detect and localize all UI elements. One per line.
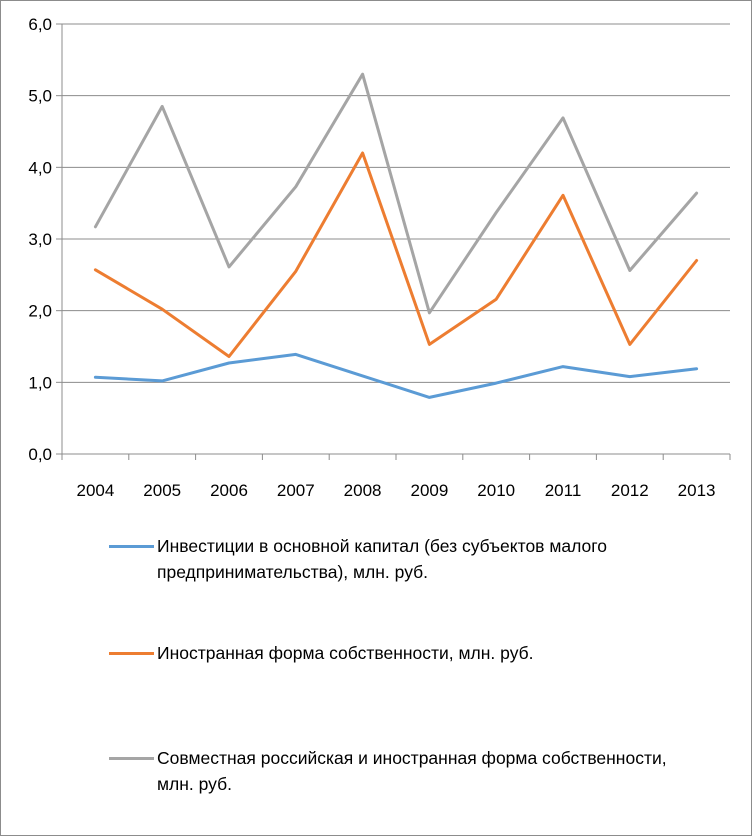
series-line-1 bbox=[93, 151, 699, 358]
y-tick-label: 1,0 bbox=[28, 373, 52, 392]
x-tick-label: 2009 bbox=[410, 481, 448, 500]
legend-item-foreign: Иностранная форма собственности, млн. ру… bbox=[109, 640, 534, 666]
legend-item-investments: Инвестиции в основной капитал (без субъе… bbox=[109, 533, 669, 585]
grid-lines bbox=[62, 23, 730, 383]
x-tick-label: 2007 bbox=[277, 481, 315, 500]
x-tick-label: 2011 bbox=[545, 481, 582, 500]
series-lines bbox=[93, 72, 699, 399]
x-tick-label: 2008 bbox=[344, 481, 382, 500]
x-tick-label: 2013 bbox=[678, 481, 716, 500]
y-tick-label: 6,0 bbox=[28, 15, 52, 34]
x-tick-label: 2004 bbox=[76, 481, 114, 500]
x-tick-label: 2006 bbox=[210, 481, 248, 500]
legend-swatch-foreign bbox=[109, 652, 154, 655]
series-line-2 bbox=[93, 72, 699, 315]
legend-label-investments: Инвестиции в основной капитал (без субъе… bbox=[157, 536, 607, 582]
y-tick-label: 2,0 bbox=[28, 302, 52, 321]
axes bbox=[56, 23, 731, 460]
y-tick-label: 4,0 bbox=[28, 158, 52, 177]
legend-item-joint: Совместная российская и иностранная форм… bbox=[109, 745, 669, 797]
legend-label-foreign: Иностранная форма собственности, млн. ру… bbox=[157, 643, 534, 663]
series-line-0 bbox=[93, 352, 699, 399]
x-tick-label: 2010 bbox=[477, 481, 515, 500]
legend-swatch-joint bbox=[109, 757, 154, 760]
legend-swatch-investments bbox=[109, 545, 154, 548]
x-tick-labels: 2004 2005 2006 2007 2008 2009 2010 2011 2012 2013 bbox=[76, 481, 715, 500]
y-tick-label: 3,0 bbox=[28, 230, 52, 249]
x-tick-label: 2012 bbox=[611, 481, 649, 500]
plot-area: 0,01,02,03,04,05,06,0 2004 2005 2006 2007 20… bbox=[28, 15, 731, 500]
y-tick-label: 0,0 bbox=[28, 445, 52, 464]
x-tick-label: 2005 bbox=[143, 481, 181, 500]
y-tick-label: 5,0 bbox=[28, 87, 52, 106]
y-tick-labels: 0,0 1,0 2,0 3,0 4,0 5,0 6,0 bbox=[28, 15, 52, 464]
legend-label-joint: Совместная российская и иностранная форм… bbox=[157, 748, 667, 794]
